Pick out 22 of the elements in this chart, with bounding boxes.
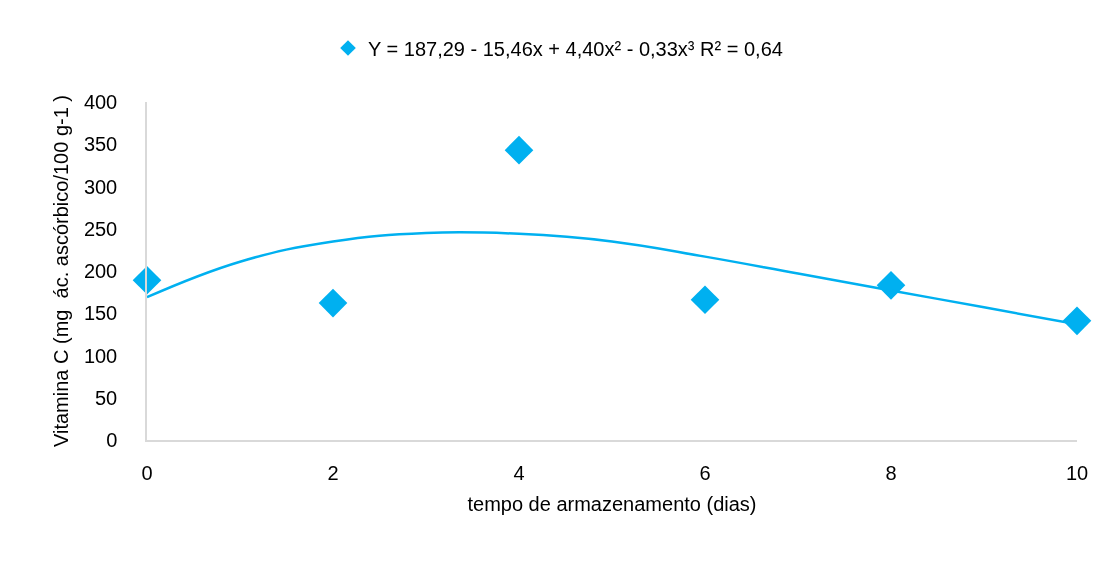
y-tick-label: 50 — [95, 386, 118, 409]
point — [1062, 306, 1092, 336]
x-tick-label: 8 — [885, 461, 897, 484]
point — [504, 135, 534, 165]
y-tick-label: 250 — [83, 217, 118, 240]
y-tick-label: 200 — [83, 260, 118, 282]
y-tick-label: 0 — [106, 429, 118, 451]
y-tick-label: 400 — [83, 91, 118, 113]
x-tick-label: 0 — [141, 461, 153, 484]
y-tick-label: 300 — [83, 175, 118, 198]
y-tick-label: 350 — [83, 133, 118, 156]
x-tick-label: 2 — [327, 461, 339, 484]
point — [690, 285, 720, 315]
legend-label: Y = 187,29 - 15,46x + 4,40x² - 0,33x³ R² = 0,64 — [368, 37, 783, 60]
x-tick-label: 10 — [1065, 461, 1089, 484]
y-tick-label: 150 — [83, 302, 118, 325]
x-tick-label: 4 — [513, 461, 525, 484]
y-tick-label: 100 — [83, 344, 118, 367]
point — [318, 288, 348, 318]
x-axis-title: tempo de armazenamento (dias) — [467, 492, 757, 515]
y-axis-title: Vitamina C (mg ác. ascórbico/100 g-1 ) — [49, 94, 72, 448]
x-tick-label: 6 — [699, 461, 711, 484]
